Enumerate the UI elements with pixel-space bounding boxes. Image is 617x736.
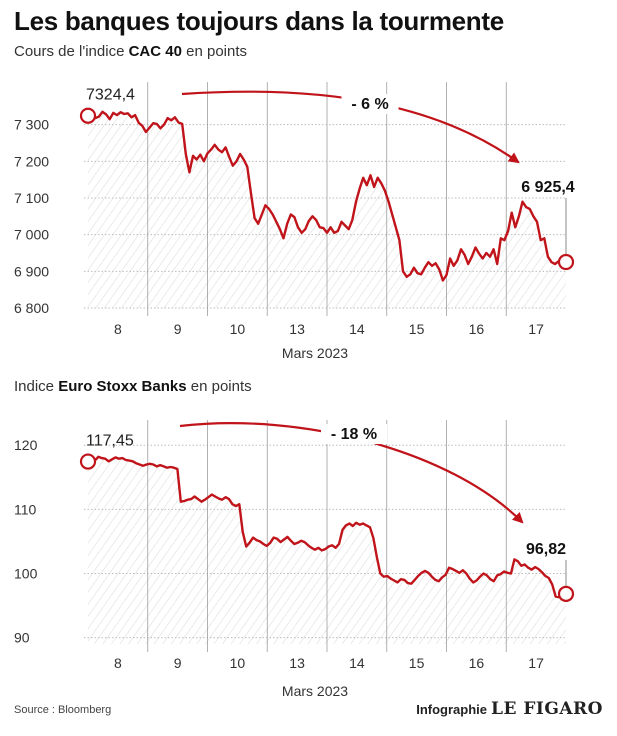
end-marker	[557, 253, 575, 271]
y-tick-label: 7 100	[14, 190, 49, 206]
x-tick-label: 8	[114, 321, 122, 337]
credit-prefix: Infographie	[416, 702, 487, 717]
start-marker	[79, 453, 97, 470]
series-line	[87, 455, 567, 599]
end-value-label: 96,82	[526, 541, 566, 558]
y-tick-label: 7 200	[14, 153, 49, 169]
page-title: Les banques toujours dans la tourmente	[14, 6, 504, 36]
x-tick-label: 13	[289, 655, 305, 671]
chart2-subtitle: Indice Euro Stoxx Banks en points	[14, 378, 252, 395]
x-tick-label: 10	[230, 655, 246, 671]
x-tick-label: 15	[409, 655, 425, 671]
x-tick-label: 17	[528, 655, 544, 671]
x-tick-label: 16	[469, 655, 485, 671]
y-tick-label: 7 300	[14, 117, 49, 133]
x-tick-label: 8	[114, 655, 122, 671]
x-tick-label: 17	[528, 321, 544, 337]
x-tick-label: 10	[230, 321, 246, 337]
series-line	[87, 110, 567, 282]
x-tick-label: 15	[409, 321, 425, 337]
end-value-label: 6 925,4	[521, 179, 574, 196]
change-label-bg	[321, 424, 387, 444]
x-axis-label: Mars 2023	[282, 345, 348, 361]
cac40-chart: 6 800 6 900 7 000 7 100 7 200 7 300 8 9 10 13 14 15…	[14, 82, 575, 361]
x-tick-label: 14	[349, 321, 365, 337]
chart2-subtitle-pre: Indice	[14, 378, 59, 395]
chart2-subtitle-index: Euro Stoxx Banks	[58, 378, 187, 395]
credit: Infographie LE FIGARO	[416, 699, 603, 719]
chart1-subtitle-post: en points	[181, 43, 247, 60]
start-marker	[79, 107, 97, 124]
x-tick-label: 9	[174, 655, 182, 671]
le-figaro-logo: LE FIGARO	[491, 699, 603, 719]
x-tick-label: 9	[174, 321, 182, 337]
chart1-subtitle: Cours de l'indice CAC 40 en points	[14, 43, 247, 60]
source-note: Source : Bloomberg	[14, 704, 112, 716]
y-tick-label: 110	[14, 501, 37, 517]
y-tick-label: 90	[14, 630, 30, 646]
y-tick-label: 120	[14, 437, 38, 453]
change-label: - 18 %	[331, 426, 377, 443]
x-tick-label: 13	[289, 321, 305, 337]
x-tick-label: 14	[349, 655, 365, 671]
end-marker	[557, 585, 575, 602]
x-tick-label: 16	[469, 321, 485, 337]
change-label-bg	[341, 94, 399, 114]
start-value-label: 117,45	[86, 433, 134, 450]
y-tick-label: 7 000	[14, 227, 49, 243]
euro-stoxx-banks-chart: 90 100 110 120 8 9 10 13 14 15 16 17 Mars 2023 - 18 %…	[14, 420, 575, 699]
y-tick-label: 6 800	[14, 300, 49, 316]
x-axis-label: Mars 2023	[282, 683, 348, 699]
chart1-subtitle-pre: Cours de l'indice	[14, 43, 129, 60]
start-value-label: 7324,4	[86, 87, 135, 104]
y-tick-label: 6 900	[14, 263, 49, 279]
y-tick-label: 100	[14, 566, 38, 582]
chart1-subtitle-index: CAC 40	[128, 43, 182, 60]
chart2-subtitle-post: en points	[186, 378, 252, 395]
change-label: - 6 %	[351, 96, 388, 113]
